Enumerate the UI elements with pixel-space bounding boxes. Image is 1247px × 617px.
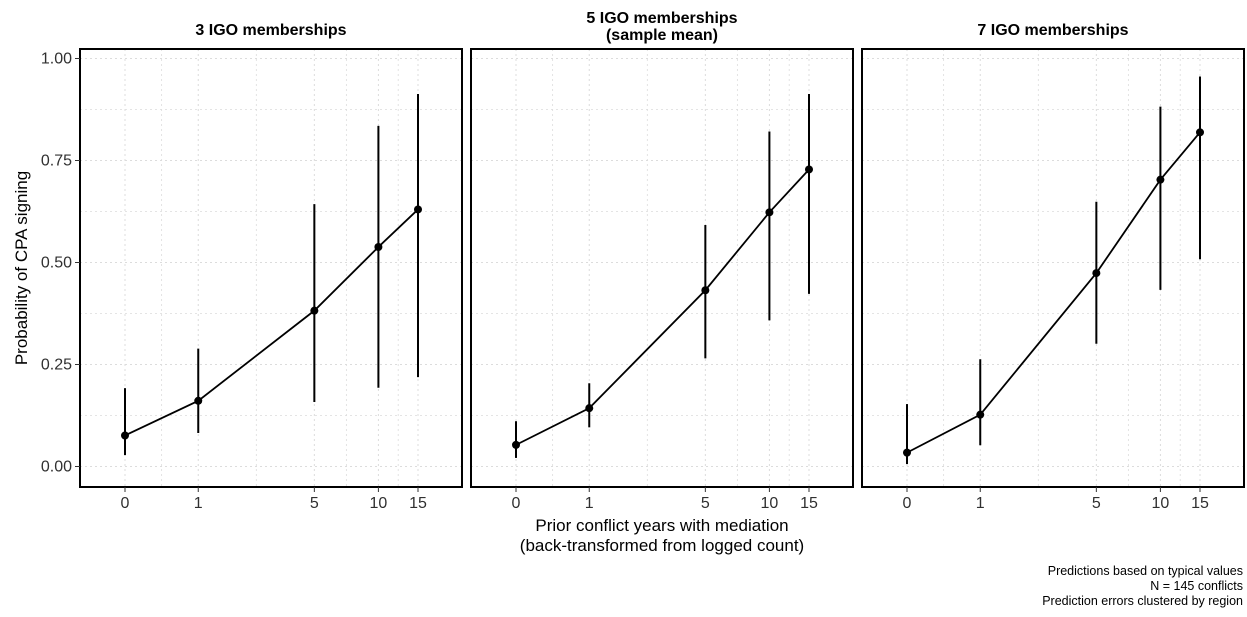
data-point (805, 165, 813, 174)
caption-line: N = 145 conflicts (1150, 579, 1243, 593)
data-point (121, 431, 129, 440)
series-line (906, 131, 1201, 454)
x-tick-label: 0 (903, 495, 912, 512)
panel-title: (sample mean) (606, 27, 718, 44)
caption-line: Predictions based on typical values (1048, 564, 1243, 578)
x-tick-label: 5 (1092, 495, 1101, 512)
data-point (765, 208, 774, 217)
x-tick-label: 5 (310, 495, 319, 512)
data-point (1196, 128, 1204, 137)
panel-border (861, 48, 1245, 488)
panel-border (470, 48, 854, 488)
y-axis-title: Probability of CPA signing (12, 171, 31, 365)
x-tick-label: 0 (512, 495, 521, 512)
y-tick-label: 0.00 (41, 459, 72, 476)
data-point (1092, 269, 1101, 278)
y-tick-label: 0.25 (41, 357, 72, 374)
x-tick-label: 15 (409, 495, 427, 512)
x-axis-title: Prior conflict years with mediation (535, 516, 788, 535)
panel-title: 7 IGO memberships (977, 22, 1128, 39)
panel-title: 5 IGO memberships (586, 10, 737, 27)
y-tick-label: 1.00 (41, 51, 72, 68)
data-point (194, 396, 203, 405)
x-tick-label: 10 (761, 495, 779, 512)
panel-border (79, 48, 463, 488)
x-tick-label: 15 (800, 495, 818, 512)
data-point (310, 306, 319, 315)
x-tick-label: 5 (701, 495, 710, 512)
data-point (414, 205, 422, 214)
data-point (701, 286, 710, 295)
series-line (124, 208, 419, 437)
x-tick-label: 15 (1191, 495, 1209, 512)
y-tick-label: 0.50 (41, 255, 72, 272)
series-line (515, 168, 810, 446)
data-point (374, 242, 383, 251)
data-point (585, 404, 594, 413)
x-tick-label: 1 (585, 495, 594, 512)
data-point (1156, 175, 1165, 184)
x-tick-label: 1 (194, 495, 203, 512)
caption-line: Prediction errors clustered by region (1042, 594, 1243, 608)
x-tick-label: 10 (370, 495, 388, 512)
x-tick-label: 10 (1152, 495, 1170, 512)
panel-title: 3 IGO memberships (195, 22, 346, 39)
x-axis-title: (back-transformed from logged count) (520, 536, 804, 555)
x-tick-label: 1 (976, 495, 985, 512)
x-tick-label: 0 (121, 495, 130, 512)
data-point (512, 440, 520, 449)
data-point (976, 410, 985, 419)
data-point (903, 448, 911, 457)
y-tick-label: 0.75 (41, 153, 72, 170)
